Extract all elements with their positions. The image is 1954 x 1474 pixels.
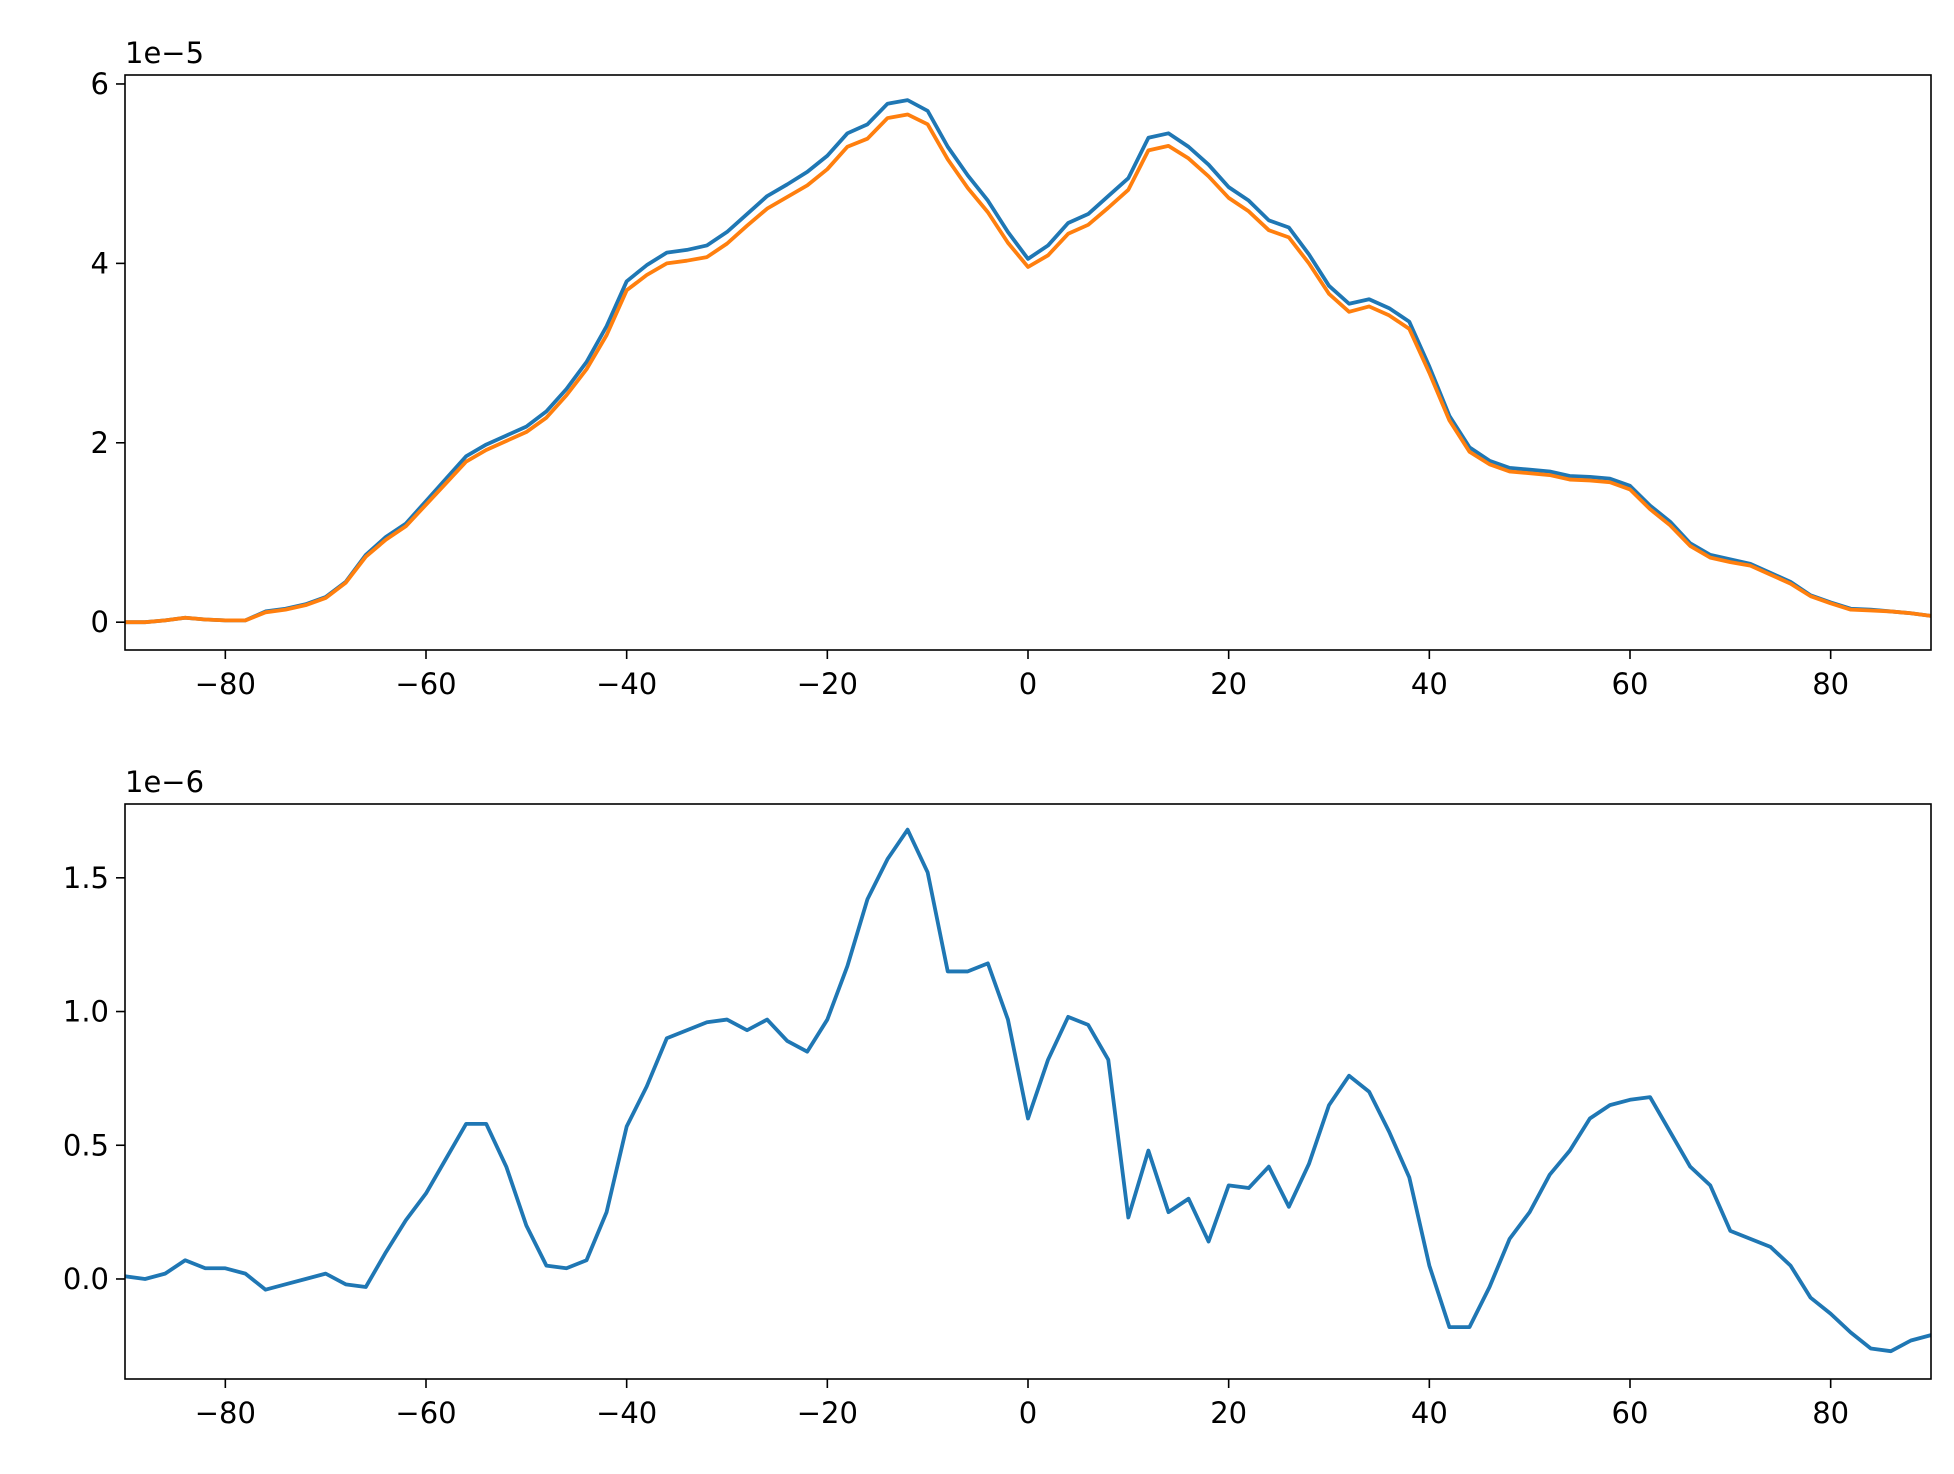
line-series xyxy=(125,98,1931,625)
y-tick-label: 1.5 xyxy=(63,861,109,895)
y-tick-label: 4 xyxy=(91,246,109,280)
y-tick-label: 6 xyxy=(91,67,109,101)
x-tick-label: 60 xyxy=(1612,1396,1649,1430)
y-tick-label: 1.0 xyxy=(63,995,109,1029)
x-tick-label: 40 xyxy=(1411,1396,1448,1430)
axes-frame xyxy=(124,74,1932,651)
x-tick-label: −40 xyxy=(596,1396,657,1430)
x-tick-label: −80 xyxy=(195,1396,256,1430)
offset-text: 1e−6 xyxy=(125,765,204,799)
y-tick-label: 0 xyxy=(91,605,109,639)
y-tick-label: 0.5 xyxy=(63,1128,109,1162)
x-tick-label: 0 xyxy=(1019,1396,1037,1430)
x-tick-label: 0 xyxy=(1019,667,1037,701)
x-tick-label: 80 xyxy=(1812,1396,1849,1430)
x-tick-label: −40 xyxy=(596,667,657,701)
x-tick-label: 40 xyxy=(1411,667,1448,701)
x-tick-label: 60 xyxy=(1612,667,1649,701)
axes-frame xyxy=(124,803,1932,1380)
y-tick-label: 2 xyxy=(91,426,109,460)
x-tick-label: −20 xyxy=(797,667,858,701)
line-series xyxy=(125,827,1931,1354)
x-tick-label: −60 xyxy=(395,667,456,701)
x-tick-label: −60 xyxy=(395,1396,456,1430)
x-tick-label: 80 xyxy=(1812,667,1849,701)
x-tick-label: −80 xyxy=(195,667,256,701)
x-tick-label: 20 xyxy=(1210,667,1247,701)
y-tick-label: 0.0 xyxy=(63,1262,109,1296)
offset-text: 1e−5 xyxy=(125,36,204,70)
line-series xyxy=(125,112,1931,625)
x-tick-label: −20 xyxy=(797,1396,858,1430)
x-tick-label: 20 xyxy=(1210,1396,1247,1430)
